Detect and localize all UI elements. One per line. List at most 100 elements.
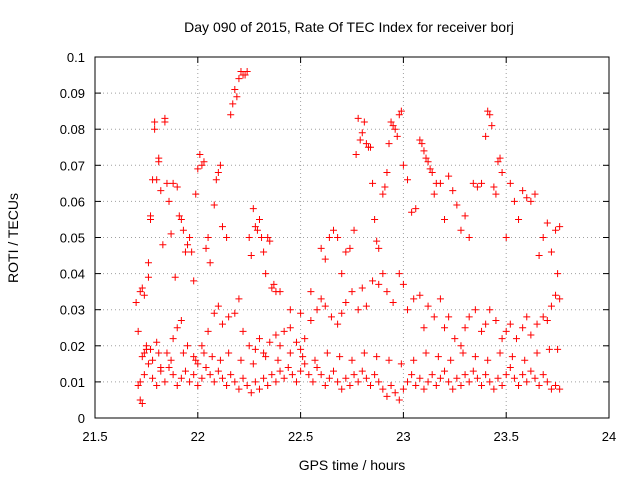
data-point: [510, 197, 518, 205]
data-point: [404, 176, 412, 184]
data-point: [140, 371, 148, 379]
data-point: [496, 349, 504, 357]
data-point: [147, 215, 155, 223]
data-point: [449, 385, 457, 393]
data-point: [420, 324, 428, 332]
data-point: [543, 219, 551, 227]
data-point: [173, 382, 181, 390]
data-point: [245, 342, 253, 350]
data-point: [214, 367, 222, 375]
data-point: [247, 252, 255, 260]
y-tick-label: 0.04: [60, 267, 85, 282]
data-point: [280, 327, 288, 335]
data-point: [373, 237, 381, 245]
data-point: [297, 367, 305, 375]
data-point: [325, 234, 333, 241]
data-point: [375, 280, 383, 288]
data-point: [239, 327, 247, 335]
data-point: [488, 122, 496, 130]
data-point: [317, 295, 325, 303]
data-point: [177, 215, 185, 223]
data-point: [502, 371, 510, 379]
data-point: [426, 165, 434, 173]
data-point: [498, 335, 506, 343]
data-point: [186, 378, 194, 386]
data-point: [430, 313, 438, 321]
data-point: [251, 223, 259, 231]
data-point: [235, 75, 243, 83]
data-point: [457, 382, 465, 390]
axis-ticks: [94, 56, 610, 419]
data-point: [286, 306, 294, 314]
data-point: [212, 176, 220, 184]
data-point: [416, 374, 424, 382]
data-point: [441, 367, 449, 375]
data-point: [556, 223, 564, 231]
data-point: [218, 374, 226, 382]
data-point: [379, 385, 387, 393]
data-point: [379, 190, 387, 198]
data-point: [272, 331, 280, 339]
data-point: [276, 288, 284, 296]
data-point: [165, 197, 173, 205]
data-point: [552, 291, 560, 299]
data-point: [165, 363, 173, 371]
data-point: [292, 378, 300, 386]
data-point: [482, 371, 490, 379]
data-point: [506, 179, 514, 187]
data-point: [329, 367, 337, 375]
data-point: [198, 342, 206, 350]
data-point: [138, 353, 146, 361]
data-point: [360, 349, 368, 357]
data-point: [371, 215, 379, 223]
data-point: [547, 302, 555, 310]
data-point: [447, 356, 455, 364]
data-point: [194, 382, 202, 390]
data-point: [412, 205, 420, 213]
data-point: [342, 374, 350, 382]
data-point: [482, 132, 490, 140]
data-point: [424, 302, 432, 310]
data-point: [136, 288, 144, 296]
data-point: [486, 378, 494, 386]
data-point: [420, 147, 428, 155]
data-point: [547, 385, 555, 393]
data-point: [167, 356, 175, 364]
data-point: [198, 161, 206, 169]
x-tick-label: 23.5: [494, 429, 519, 444]
data-point: [266, 237, 274, 245]
data-point: [381, 183, 389, 191]
data-point: [288, 371, 296, 379]
data-point: [545, 345, 553, 353]
data-point: [547, 248, 555, 256]
data-point: [202, 363, 210, 371]
data-point: [253, 226, 261, 234]
data-point: [531, 374, 539, 382]
x-tick-label: 23: [396, 429, 410, 444]
data-point: [369, 277, 377, 285]
data-point: [416, 291, 424, 299]
data-point: [231, 85, 239, 93]
data-point: [389, 298, 397, 306]
data-point: [395, 111, 403, 119]
data-point: [404, 306, 412, 314]
data-point: [208, 353, 216, 361]
data-point: [157, 187, 165, 195]
data-point: [255, 385, 263, 393]
data-point: [235, 295, 243, 303]
data-point: [436, 295, 444, 303]
data-point: [297, 345, 305, 353]
data-point: [153, 382, 161, 390]
data-point: [163, 179, 171, 187]
y-tick-label: 0.03: [60, 303, 85, 318]
data-point: [305, 371, 313, 379]
data-point: [478, 382, 486, 390]
data-point: [496, 154, 504, 162]
data-point: [354, 114, 362, 122]
data-point: [397, 107, 405, 115]
data-point: [202, 244, 210, 252]
data-point: [393, 132, 401, 140]
data-point: [527, 367, 535, 375]
data-point: [268, 371, 276, 379]
data-point: [383, 288, 391, 296]
